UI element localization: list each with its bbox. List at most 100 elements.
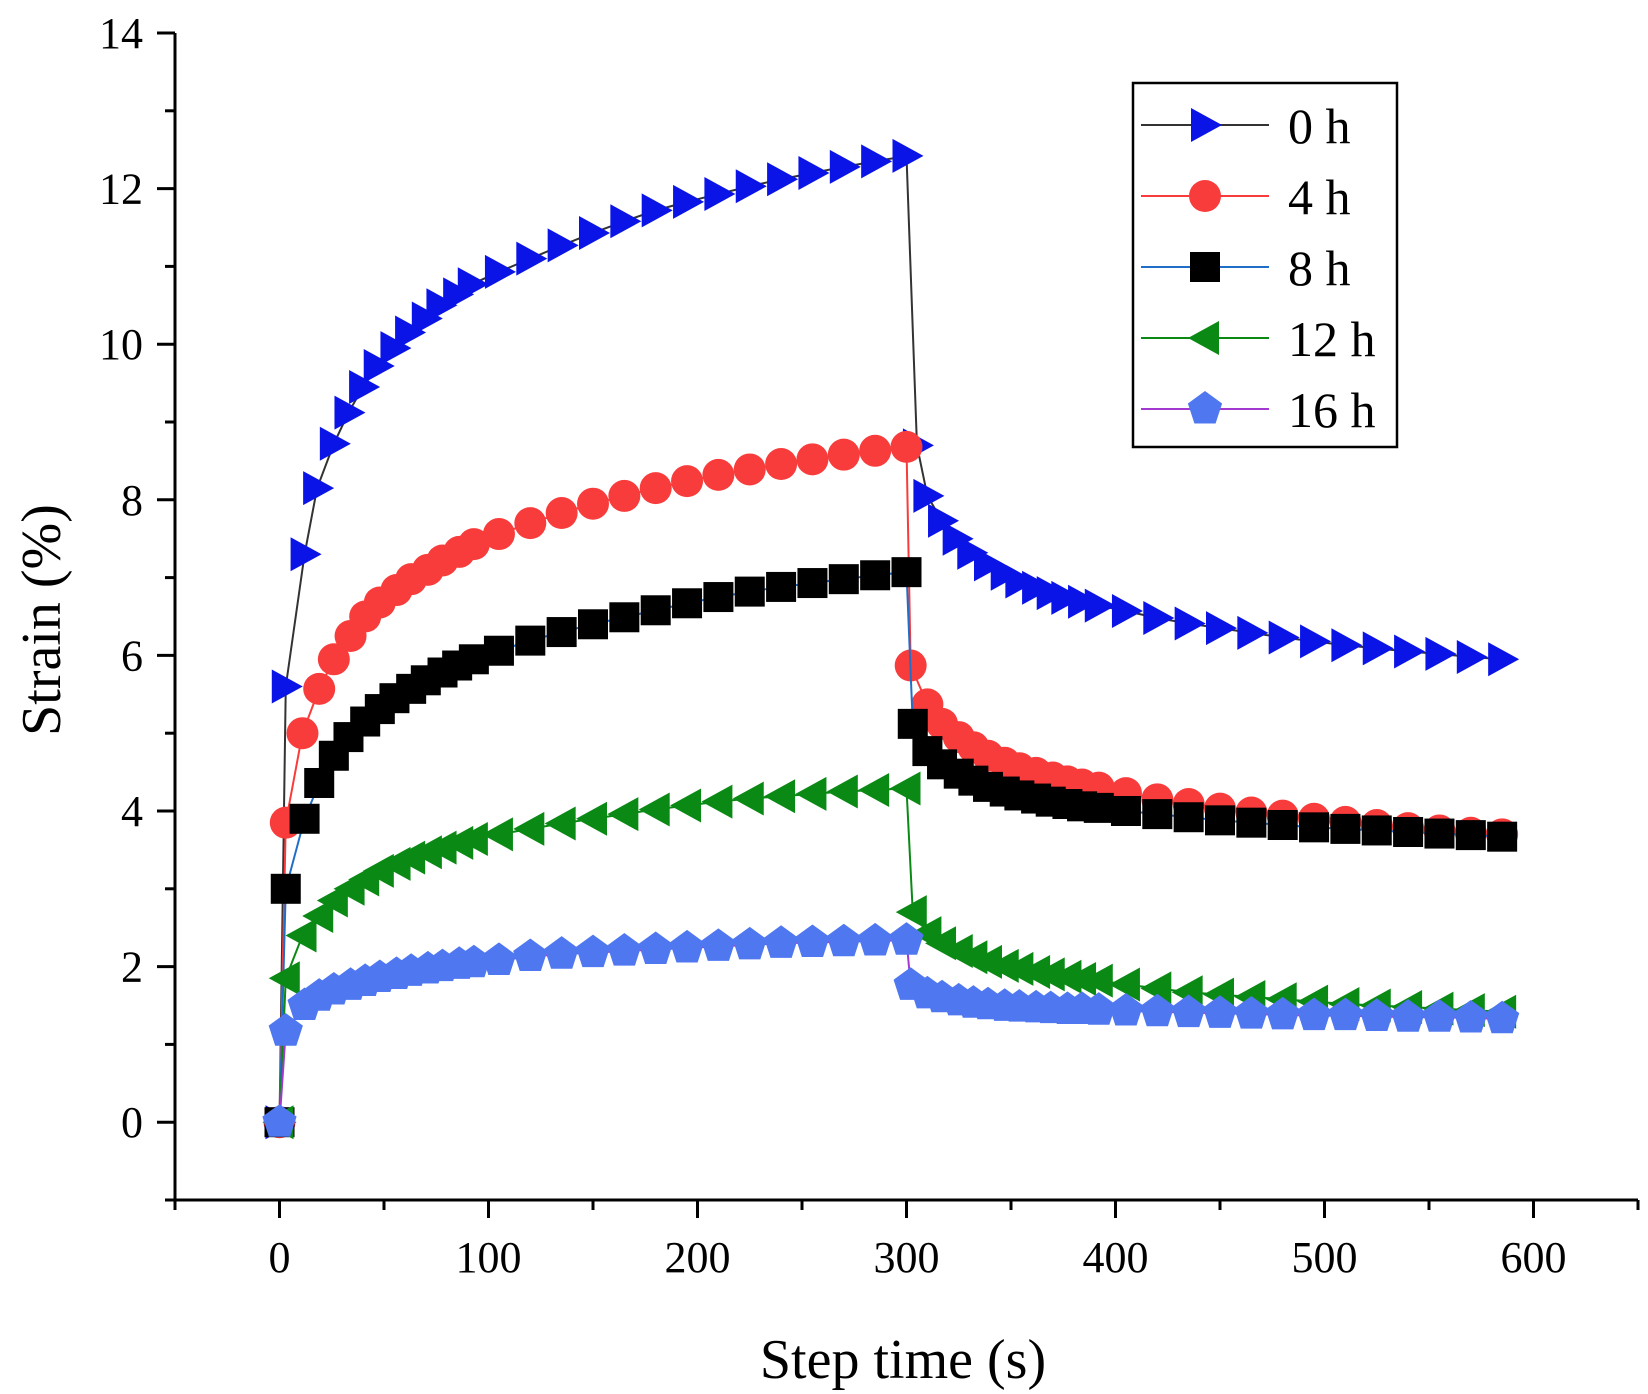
data-point-4h bbox=[457, 528, 490, 561]
data-point-4h bbox=[317, 643, 350, 676]
data-point-16h bbox=[575, 934, 611, 968]
data-point-12h bbox=[889, 771, 921, 806]
data-point-4h bbox=[608, 479, 641, 512]
data-point-8h bbox=[734, 576, 765, 607]
legend-marker-0h bbox=[1191, 108, 1222, 142]
y-tick-label: 2 bbox=[121, 943, 143, 992]
data-point-16h bbox=[858, 922, 893, 956]
data-point-8h bbox=[546, 617, 577, 648]
data-point-0h bbox=[798, 156, 830, 191]
data-point-8h bbox=[1110, 796, 1141, 826]
data-point-0h bbox=[892, 138, 924, 173]
data-point-0h bbox=[974, 547, 1006, 582]
data-point-12h bbox=[607, 797, 639, 832]
data-point-8h bbox=[289, 803, 320, 834]
data-point-0h bbox=[928, 503, 960, 538]
data-point-0h bbox=[735, 169, 767, 204]
data-point-0h bbox=[1143, 601, 1175, 636]
data-point-8h bbox=[797, 568, 828, 599]
x-tick-label: 600 bbox=[1501, 1233, 1567, 1282]
data-point-0h bbox=[457, 267, 489, 302]
data-point-4h bbox=[545, 497, 578, 530]
data-point-8h bbox=[891, 557, 922, 588]
data-point-0h bbox=[426, 288, 458, 323]
data-point-4h bbox=[796, 443, 829, 476]
data-point-0h bbox=[516, 241, 548, 276]
data-point-0h bbox=[1111, 594, 1143, 629]
data-point-0h bbox=[1362, 631, 1394, 666]
data-point-4h bbox=[671, 465, 704, 498]
data-point-0h bbox=[861, 144, 893, 179]
data-point-16h bbox=[763, 925, 799, 958]
legend-entry-4h: 4 h bbox=[1141, 169, 1351, 225]
legend-marker-8h bbox=[1190, 252, 1220, 282]
legend-entry-16h: 16 h bbox=[1141, 382, 1376, 438]
data-point-0h bbox=[1051, 580, 1083, 615]
data-point-0h bbox=[829, 149, 861, 184]
data-point-4h bbox=[482, 518, 515, 551]
data-point-16h bbox=[795, 924, 830, 958]
y-tick-label: 6 bbox=[121, 631, 143, 680]
data-point-8h bbox=[1173, 802, 1204, 833]
data-point-12h bbox=[1019, 955, 1051, 990]
data-point-16h bbox=[1328, 997, 1363, 1031]
data-point-16h bbox=[607, 933, 642, 966]
data-point-4h bbox=[639, 472, 672, 505]
data-point-16h bbox=[544, 936, 579, 969]
data-point-8h bbox=[1299, 812, 1330, 843]
data-point-16h bbox=[1140, 993, 1175, 1027]
legend: 0 h 4 h 8 h 12 h 16 h bbox=[1131, 81, 1399, 449]
x-tick-label: 400 bbox=[1083, 1233, 1149, 1282]
data-point-12h bbox=[268, 961, 300, 996]
data-point-16h bbox=[1453, 999, 1488, 1033]
data-point-16h bbox=[701, 928, 736, 961]
data-point-0h bbox=[1488, 642, 1520, 677]
data-point-8h bbox=[458, 644, 489, 675]
data-point-12h bbox=[302, 899, 334, 934]
series-layer bbox=[262, 138, 1520, 1140]
axes: 0 100 200 300 400 500 600 0 2 4 6 8 10 12 14 bbox=[99, 9, 1640, 1282]
series-16h bbox=[262, 922, 1520, 1137]
data-point-0h bbox=[673, 184, 705, 219]
legend-label-12h: 12 h bbox=[1288, 311, 1376, 367]
series-4h bbox=[263, 430, 1519, 1139]
data-point-16h bbox=[513, 938, 548, 972]
data-point-16h bbox=[1390, 999, 1426, 1032]
legend-marker-4h bbox=[1189, 180, 1221, 212]
y-tick-label: 12 bbox=[99, 165, 143, 214]
data-point-12h bbox=[1033, 957, 1065, 992]
data-point-0h bbox=[1237, 615, 1269, 650]
data-point-16h bbox=[669, 929, 705, 963]
data-point-0h bbox=[334, 395, 366, 430]
data-point-12h bbox=[858, 772, 890, 807]
data-point-8h bbox=[578, 609, 608, 640]
data-point-8h bbox=[1455, 820, 1486, 851]
data-point-4h bbox=[890, 430, 923, 463]
x-axis-title: Step time (s) bbox=[760, 1329, 1046, 1391]
data-point-16h bbox=[268, 1013, 303, 1046]
data-point-16h bbox=[1485, 1000, 1520, 1034]
y-axis-title: Strain (%) bbox=[11, 504, 73, 736]
data-point-12h bbox=[732, 781, 764, 816]
data-point-8h bbox=[1361, 815, 1392, 846]
x-tick-label: 500 bbox=[1292, 1233, 1358, 1282]
data-point-8h bbox=[897, 708, 928, 739]
data-point-16h bbox=[262, 1104, 297, 1137]
data-point-0h bbox=[303, 471, 335, 506]
data-point-8h bbox=[703, 582, 734, 613]
data-point-12h bbox=[481, 817, 513, 852]
data-point-0h bbox=[1456, 639, 1488, 674]
data-point-4h bbox=[286, 717, 319, 750]
data-point-4h bbox=[765, 448, 798, 481]
data-point-0h bbox=[641, 193, 673, 228]
data-point-0h bbox=[704, 177, 736, 212]
data-point-16h bbox=[1202, 995, 1238, 1028]
data-point-12h bbox=[1140, 971, 1172, 1006]
data-point-0h bbox=[1206, 611, 1237, 646]
legend-marker-16h bbox=[1187, 391, 1223, 424]
data-point-12h bbox=[701, 784, 733, 819]
data-point-8h bbox=[1424, 818, 1455, 849]
data-point-16h bbox=[481, 942, 517, 975]
series-8h bbox=[264, 557, 1518, 1138]
